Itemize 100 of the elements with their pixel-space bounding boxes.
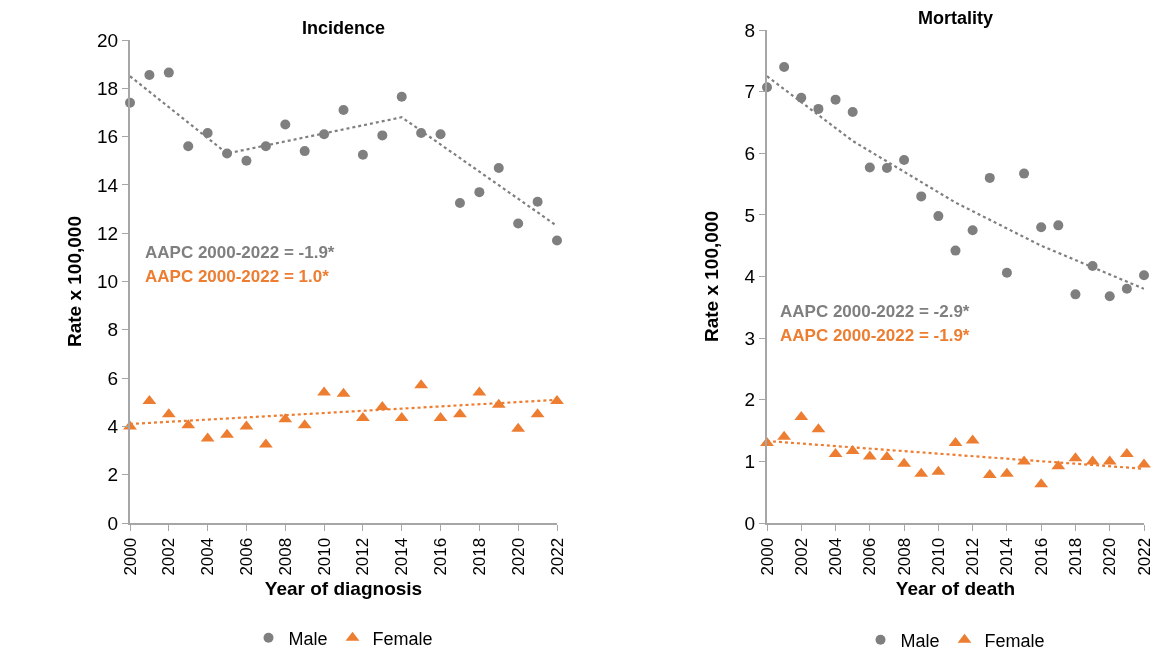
x-tick-label: 2018 xyxy=(1065,537,1085,576)
point xyxy=(454,198,465,209)
x-tick-label: 2022 xyxy=(547,537,567,576)
x-axis-title: Year of death xyxy=(895,577,1016,599)
point xyxy=(899,155,910,166)
point xyxy=(1019,168,1030,179)
y-tick-label: 6 xyxy=(744,142,756,164)
point xyxy=(202,127,213,138)
x-tick-label: 2016 xyxy=(1031,537,1051,576)
point xyxy=(1137,458,1151,468)
point xyxy=(1104,291,1115,302)
x-tick-label: 2002 xyxy=(791,537,811,576)
point xyxy=(220,428,234,438)
point xyxy=(881,163,892,174)
point xyxy=(847,106,858,117)
point xyxy=(552,235,562,246)
x-tick-label: 2008 xyxy=(275,537,295,576)
point xyxy=(933,211,944,222)
x-tick-label: 2008 xyxy=(894,537,914,576)
x-tick-label: 2014 xyxy=(392,537,412,576)
point xyxy=(1139,270,1149,281)
point xyxy=(241,155,252,166)
point xyxy=(377,130,388,141)
x-tick-label: 2020 xyxy=(1100,537,1120,576)
y-tick-label: 0 xyxy=(107,512,119,534)
y-tick-label: 4 xyxy=(744,266,756,288)
point xyxy=(435,129,446,140)
x-axis-title: Year of diagnosis xyxy=(264,577,423,599)
point xyxy=(984,172,995,183)
point xyxy=(453,408,467,418)
x-tick-label: 2020 xyxy=(508,537,528,576)
x-tick-label: 2006 xyxy=(860,537,880,576)
point xyxy=(1121,283,1132,294)
annotation: AAPC 2000-2022 = -2.9* xyxy=(780,302,970,321)
chart-title: Mortality xyxy=(918,8,994,28)
point xyxy=(144,70,155,81)
y-tick-label: 6 xyxy=(107,367,119,389)
x-tick-label: 2000 xyxy=(120,537,140,576)
y-tick-label: 12 xyxy=(97,222,119,244)
legend-label: Female xyxy=(984,630,1045,651)
point xyxy=(1001,267,1012,278)
x-tick-label: 2012 xyxy=(353,537,373,576)
point xyxy=(880,451,894,461)
annotation: AAPC 2000-2022 = 1.0* xyxy=(145,267,330,286)
x-tick-label: 2018 xyxy=(469,537,489,576)
y-tick-label: 3 xyxy=(744,327,756,349)
y-tick-label: 8 xyxy=(744,19,756,41)
point xyxy=(474,187,485,198)
y-tick-label: 10 xyxy=(97,271,119,293)
point xyxy=(299,146,310,157)
point xyxy=(280,119,291,130)
x-tick-label: 2016 xyxy=(431,537,451,576)
x-tick-label: 2010 xyxy=(314,537,334,576)
annotation: AAPC 2000-2022 = -1.9* xyxy=(145,243,335,262)
point xyxy=(916,191,927,202)
y-tick-label: 5 xyxy=(744,204,756,226)
point xyxy=(396,91,407,102)
x-tick-label: 2004 xyxy=(198,537,218,576)
y-tick-label: 7 xyxy=(744,81,756,103)
y-tick-label: 8 xyxy=(107,319,119,341)
point xyxy=(967,225,978,236)
point xyxy=(1036,222,1047,233)
x-tick-label: 2010 xyxy=(928,537,948,576)
x-tick-label: 2012 xyxy=(963,537,983,576)
y-tick-label: 14 xyxy=(97,174,119,196)
point xyxy=(779,61,790,72)
point xyxy=(864,162,875,173)
y-tick-label: 16 xyxy=(97,126,119,148)
y-tick-label: 4 xyxy=(107,416,119,438)
y-tick-label: 0 xyxy=(744,512,756,534)
legend-label: Male xyxy=(288,628,328,649)
point xyxy=(1070,289,1081,300)
x-tick-label: 2014 xyxy=(997,537,1017,576)
y-tick-label: 2 xyxy=(107,464,119,486)
x-tick-label: 2002 xyxy=(159,537,179,576)
point xyxy=(550,395,564,405)
legend-label: Male xyxy=(900,630,940,651)
point xyxy=(813,103,824,114)
x-tick-label: 2000 xyxy=(757,537,777,576)
y-tick-label: 18 xyxy=(97,77,119,99)
x-tick-label: 2006 xyxy=(236,537,256,576)
y-tick-label: 2 xyxy=(744,389,756,411)
x-tick-label: 2004 xyxy=(826,537,846,576)
chart-title: Incidence xyxy=(302,18,386,38)
y-axis-title: Rate x 100,000 xyxy=(64,216,85,347)
point xyxy=(1053,220,1064,231)
y-axis-title: Rate x 100,000 xyxy=(701,211,722,342)
point xyxy=(357,149,368,160)
y-tick-label: 20 xyxy=(97,29,119,51)
point xyxy=(830,94,841,105)
point xyxy=(532,196,543,207)
line-series xyxy=(767,75,1144,290)
point xyxy=(493,163,504,173)
point xyxy=(338,105,349,116)
point xyxy=(950,245,961,256)
point xyxy=(513,218,524,229)
point xyxy=(163,67,174,78)
point xyxy=(183,141,194,152)
annotation: AAPC 2000-2022 = -1.9* xyxy=(780,326,970,345)
line-series xyxy=(130,75,557,228)
